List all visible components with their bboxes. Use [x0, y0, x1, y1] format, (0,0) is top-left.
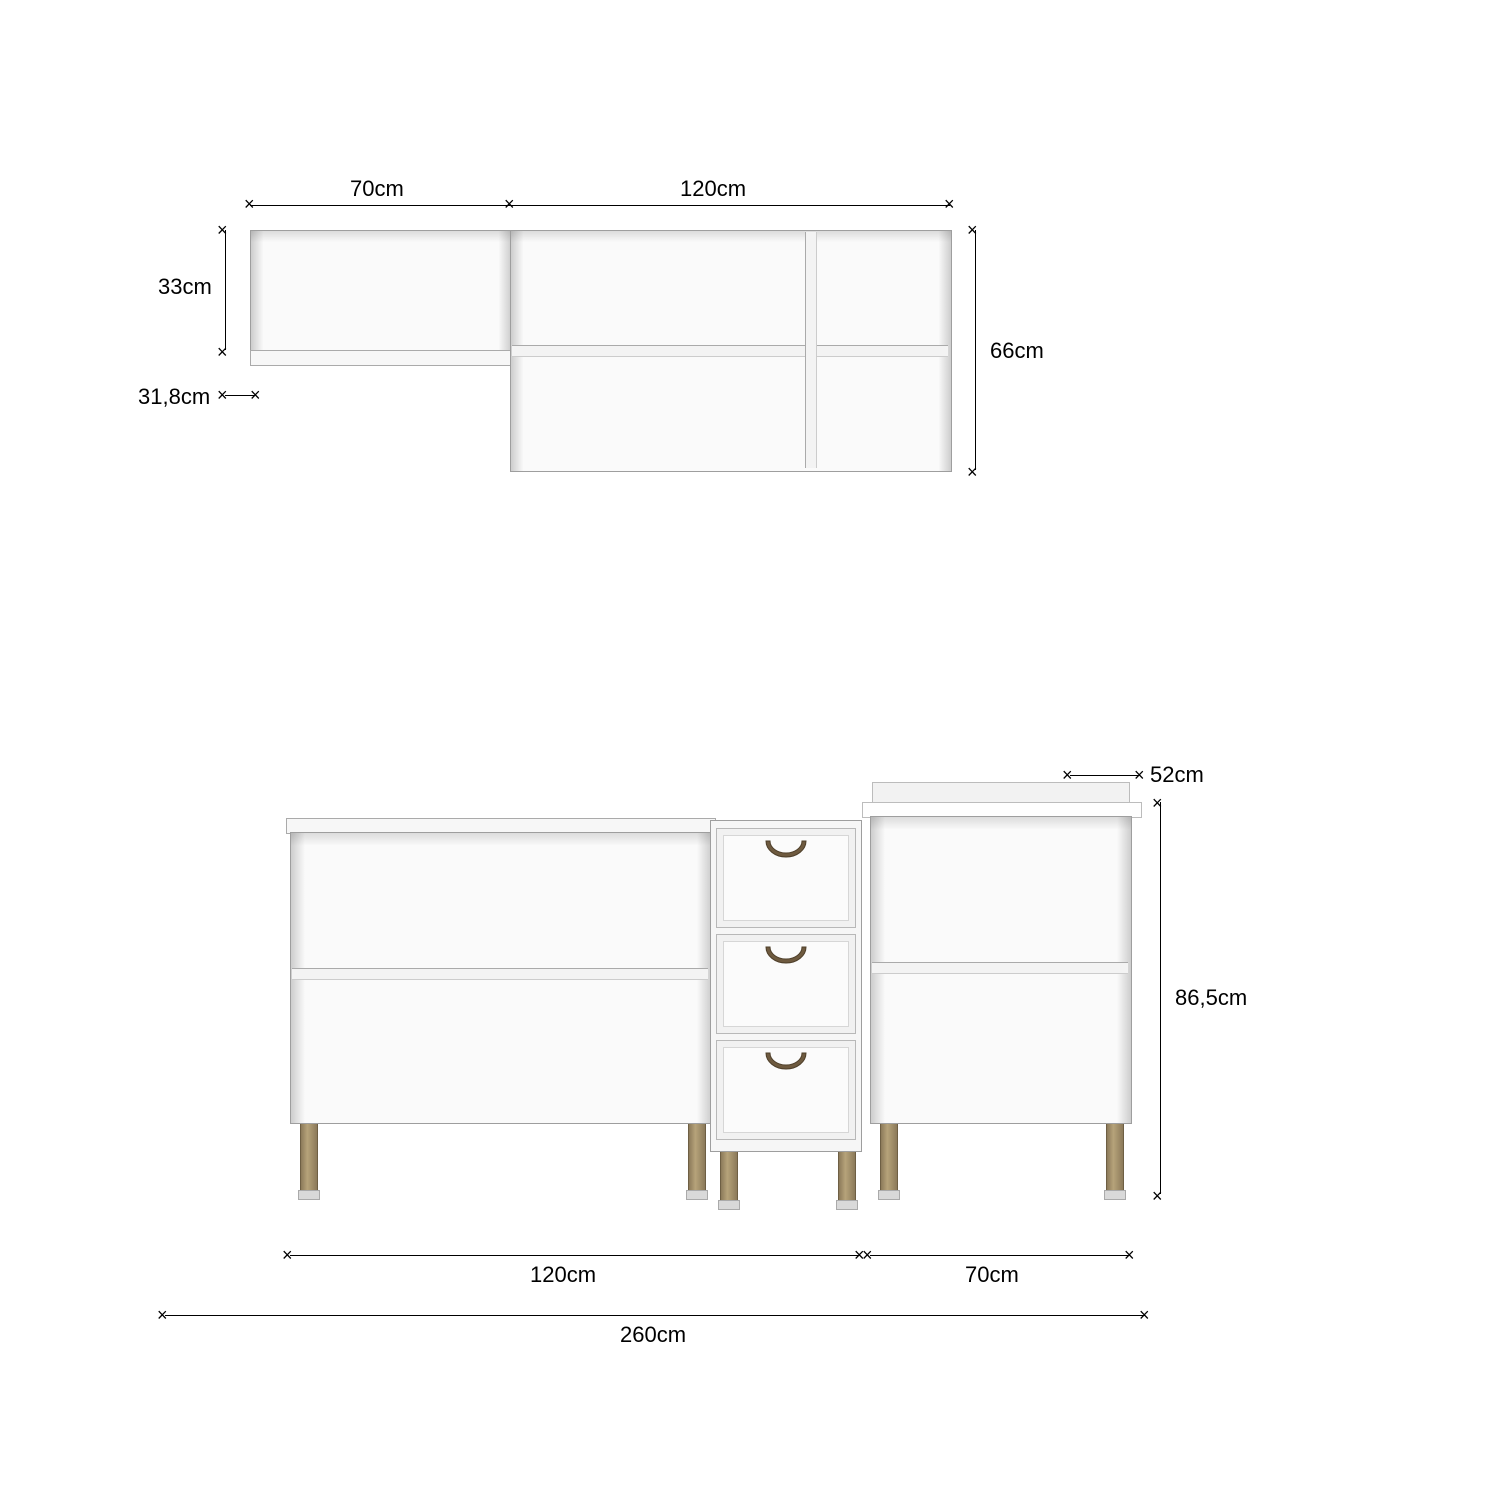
foot-3 — [718, 1200, 740, 1210]
drawer-3 — [716, 1040, 856, 1140]
tick-depth-l: × — [217, 385, 228, 406]
drawer-2 — [716, 934, 856, 1034]
diagram-stage: × × × 70cm 120cm × × 33cm × × 31,8cm × ×… — [0, 0, 1500, 1500]
leg-2 — [688, 1120, 706, 1192]
tick-upper-left: × — [244, 194, 255, 215]
tick-33-bot: × — [217, 342, 228, 363]
tick-33-top: × — [217, 220, 228, 241]
drawer-handle-1 — [764, 839, 808, 859]
leg-1 — [300, 1120, 318, 1192]
lower-right-shelf — [872, 962, 1128, 974]
label-upper-70: 70cm — [350, 176, 404, 202]
tick-70-l: × — [862, 1245, 873, 1266]
dim-line-upper-33 — [225, 230, 226, 350]
label-upper-33: 33cm — [158, 274, 212, 300]
tick-66-bot: × — [967, 462, 978, 483]
dim-line-lower-70 — [870, 1255, 1130, 1256]
foot-6 — [1104, 1190, 1126, 1200]
leg-6 — [1106, 1120, 1124, 1192]
tick-120-l: × — [282, 1245, 293, 1266]
drawer-1 — [716, 828, 856, 928]
upper-left-depth-edge — [250, 350, 512, 366]
tick-70-r: × — [1124, 1245, 1135, 1266]
upper-left-cabinet — [250, 230, 512, 352]
label-lower-865: 86,5cm — [1175, 985, 1247, 1011]
tick-865-top: × — [1152, 793, 1163, 814]
dim-line-lower-120 — [290, 1255, 860, 1256]
tick-66-top: × — [967, 220, 978, 241]
foot-5 — [878, 1190, 900, 1200]
label-lower-70: 70cm — [965, 1262, 1019, 1288]
label-lower-120: 120cm — [530, 1262, 596, 1288]
tick-260-r: × — [1139, 1305, 1150, 1326]
drawer-handle-2 — [764, 945, 808, 965]
tick-865-bot: × — [1152, 1186, 1163, 1207]
dim-line-upper-top — [250, 205, 950, 206]
dim-line-upper-66 — [975, 230, 976, 470]
label-lower-52: 52cm — [1150, 762, 1204, 788]
tick-upper-mid: × — [504, 194, 515, 215]
drawer-handle-3 — [764, 1051, 808, 1071]
dim-line-lower-865 — [1160, 802, 1161, 1194]
foot-1 — [298, 1190, 320, 1200]
label-upper-318: 31,8cm — [138, 384, 210, 410]
tick-upper-right: × — [944, 194, 955, 215]
tick-52-l: × — [1062, 765, 1073, 786]
lower-left-shelf — [292, 968, 708, 980]
foot-2 — [686, 1190, 708, 1200]
label-upper-66: 66cm — [990, 338, 1044, 364]
tick-260-l: × — [157, 1305, 168, 1326]
tick-52-r: × — [1134, 765, 1145, 786]
dim-line-lower-260 — [165, 1315, 1145, 1316]
label-upper-120: 120cm — [680, 176, 746, 202]
upper-right-shelf — [512, 345, 948, 357]
upper-right-divider — [805, 232, 817, 468]
leg-5 — [880, 1120, 898, 1192]
foot-4 — [836, 1200, 858, 1210]
tick-depth-r: × — [250, 385, 261, 406]
label-lower-260: 260cm — [620, 1322, 686, 1348]
dim-line-lower-52 — [1070, 775, 1140, 776]
